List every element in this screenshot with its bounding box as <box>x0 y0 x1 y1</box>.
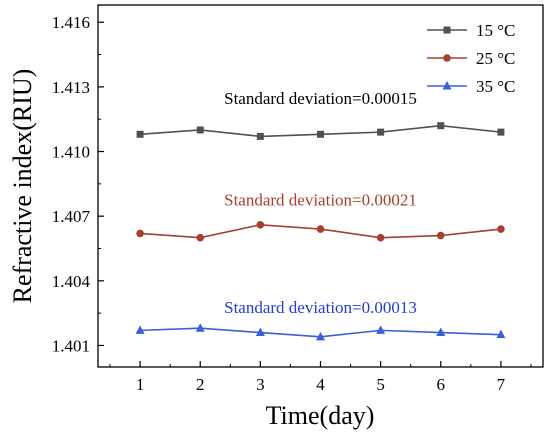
marker-circle <box>376 233 385 242</box>
marker-square <box>317 130 324 138</box>
marker-square <box>437 122 445 130</box>
x-tick-label: 4 <box>316 375 325 394</box>
legend-item: 15 °C <box>427 21 515 40</box>
marker-circle <box>316 225 325 233</box>
y-tick-label: 1.410 <box>52 143 90 162</box>
marker-triangle <box>195 323 205 332</box>
marker-circle <box>196 233 205 242</box>
y-tick-label: 1.401 <box>52 336 90 355</box>
y-tick-label: 1.407 <box>52 207 91 226</box>
legend-label: 35 °C <box>476 77 515 96</box>
annotation-std-dev: Standard deviation=0.00015 <box>224 89 417 108</box>
x-tick-label: 7 <box>497 375 506 394</box>
marker-square <box>196 126 204 134</box>
x-tick-label: 2 <box>196 375 205 394</box>
series-3 <box>135 323 506 341</box>
x-tick-label: 1 <box>136 375 145 394</box>
y-tick-label: 1.413 <box>52 78 90 97</box>
marker-triangle <box>376 325 386 334</box>
y-tick-label: 1.404 <box>52 272 91 291</box>
x-tick-label: 5 <box>376 375 385 394</box>
marker-triangle <box>442 81 452 90</box>
marker-square <box>443 26 451 34</box>
marker-circle <box>136 229 144 238</box>
legend-label: 25 °C <box>476 49 515 68</box>
annotation-std-dev: Standard deviation=0.00013 <box>224 298 417 317</box>
marker-circle <box>256 220 265 229</box>
marker-triangle <box>135 325 145 334</box>
series-layer <box>135 122 506 341</box>
legend-item: 25 °C <box>427 49 515 68</box>
x-tick-label: 3 <box>256 375 265 394</box>
marker-square <box>256 132 264 140</box>
marker-triangle <box>255 327 265 337</box>
marker-circle <box>497 225 505 233</box>
marker-square <box>377 128 385 136</box>
marker-circle <box>443 54 451 62</box>
x-tick-label: 6 <box>437 375 446 394</box>
annotations: Standard deviation=0.00015 Standard devia… <box>224 89 417 317</box>
legend-item: 35 °C <box>427 77 515 96</box>
marker-triangle <box>316 331 325 341</box>
marker-triangle <box>436 327 446 337</box>
y-tick-label: 1.416 <box>52 13 90 32</box>
x-axis-title: Time(day) <box>266 401 375 430</box>
marker-circle <box>436 231 445 240</box>
marker-square <box>136 130 144 138</box>
series-1 <box>136 122 505 140</box>
annotation-std-dev: Standard deviation=0.00021 <box>224 190 417 209</box>
series-2 <box>136 220 505 242</box>
marker-square <box>497 128 505 136</box>
y-axis-title: Refractive index(RIU) <box>8 69 37 304</box>
axes: 1 2 3 4 5 6 7 1.401 1.404 1.407 1.410 1.413 1.416 <box>52 13 532 394</box>
marker-triangle <box>496 329 506 339</box>
legend-label: 15 °C <box>476 21 515 40</box>
legend: 15 °C 25 °C 35 °C <box>427 21 515 96</box>
